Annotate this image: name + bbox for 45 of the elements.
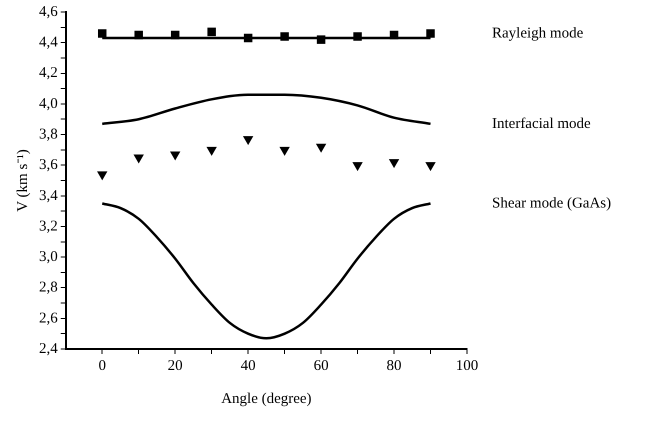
point — [426, 29, 435, 38]
point — [170, 151, 180, 160]
line-series — [100, 202, 432, 340]
point — [316, 144, 326, 153]
x-tick-label: 20 — [168, 358, 183, 374]
x-axis-title: Angle (degree) — [221, 390, 312, 407]
y-tick-label: 2,6 — [39, 310, 58, 326]
point — [206, 146, 217, 156]
y-tick-label: 3,2 — [39, 218, 58, 234]
x-tick-label: 60 — [314, 358, 329, 374]
point — [134, 30, 143, 40]
y-tick-label: 3,8 — [39, 126, 58, 142]
x-tick-label: 40 — [240, 358, 256, 374]
y-tick-label: 3,0 — [39, 249, 58, 266]
point — [242, 136, 254, 146]
x-tick-label: 0 — [98, 358, 106, 374]
point — [353, 32, 362, 41]
point — [244, 34, 252, 42]
point — [98, 29, 106, 38]
text: Interfacial mode — [492, 116, 592, 132]
point — [352, 162, 363, 172]
text: Shear mode (GaAs) — [492, 195, 612, 212]
point — [316, 35, 326, 44]
y-tick-label: 4,2 — [39, 65, 58, 82]
point — [390, 30, 398, 40]
point — [388, 159, 400, 168]
line-series — [100, 93, 432, 126]
point — [279, 146, 290, 156]
point — [97, 171, 108, 180]
y-tick-label: 2,4 — [39, 340, 58, 357]
point — [280, 32, 289, 41]
y-tick-label: 4,0 — [39, 96, 58, 112]
x-tick-label: 100 — [456, 358, 478, 374]
point — [134, 154, 144, 164]
y-tick-label: 3,6 — [39, 157, 58, 174]
y-tick-label: 3,4 — [39, 188, 58, 204]
point — [207, 28, 216, 36]
x-tick-label: 80 — [386, 358, 402, 374]
y-tick-label: 4,6 — [39, 4, 58, 20]
y-tick-label: 2,8 — [39, 280, 58, 296]
y-tick-label: 4,4 — [39, 34, 58, 51]
point — [425, 162, 436, 172]
y-axis-title: V (km s⁻¹) — [14, 149, 31, 212]
point — [170, 30, 180, 40]
text: Rayleigh mode — [492, 25, 584, 42]
